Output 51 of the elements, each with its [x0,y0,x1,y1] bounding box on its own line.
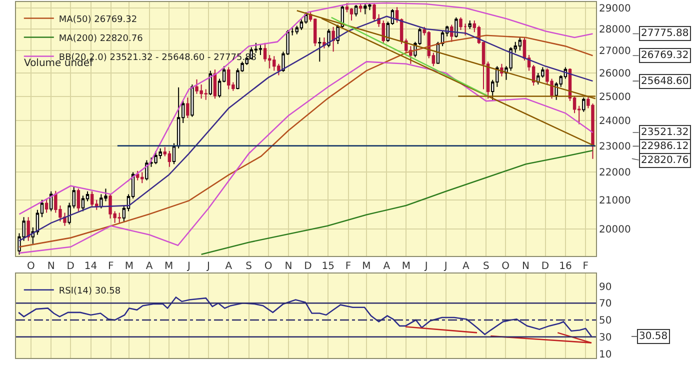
x-tick-label: F [108,261,114,272]
annotation: 26769.32 [641,50,689,61]
legend-label: MA(50) 26769.32 [58,14,138,25]
x-tick-label: O [502,261,510,272]
x-tick-label: D [304,261,312,272]
y-tick-label: 25000 [599,92,631,103]
annotation: 27775.88 [641,28,689,39]
legend-label: RSI(14) 30.58 [58,286,121,296]
annotation: 23521.32 [641,127,689,138]
x-tick-label: J [206,261,210,272]
x-tick-label: A [146,261,153,272]
y-tick-label: 26000 [599,68,631,80]
x-tick-label: A [225,261,232,272]
legend-label: MA(200) 22820.76 [58,34,144,44]
x-tick-label: J [424,261,428,272]
x-tick-label: 15 [322,261,334,272]
annotation: 22820.76 [641,155,689,166]
x-tick-label: S [246,261,252,272]
y-tick-label: 10 [599,349,612,360]
y-tick-label: 22000 [599,168,631,179]
y-tick-label: 21000 [599,195,631,206]
x-tick-label: 14 [84,261,98,272]
x-tick-label: M [164,261,174,272]
x-tick-label: J [443,261,448,272]
x-tick-label: S [482,261,490,272]
x-tick-label: J [186,261,190,272]
x-tick-label: M [362,261,371,272]
x-tick-label: N [284,261,292,272]
annotation: 25648.60 [641,76,689,87]
x-tick-label: D [66,261,75,272]
x-tick-label: A [462,261,470,272]
y-tick-label: 70 [599,298,612,310]
y-tick-label: 20000 [599,224,631,236]
y-tick-label: 29000 [599,4,631,15]
x-tick-label: 16 [559,261,572,272]
annotation: 22986.12 [641,141,689,152]
y-tick-label: 30 [599,332,612,344]
x-tick-label: M [402,261,410,272]
x-tick-label: M [124,261,134,272]
x-tick-label: F [582,261,589,272]
y-tick-label: 90 [599,282,612,293]
x-tick-label: O [264,261,272,272]
y-tick-label: 24000 [599,116,631,128]
x-tick-label: D [541,261,550,272]
x-tick-label: N [47,261,55,272]
y-tick-label: 50 [599,316,612,327]
x-tick-label: A [383,261,390,272]
x-tick-label: N [522,261,530,272]
x-tick-label: O [27,261,36,272]
x-tick-label: F [345,261,352,272]
annotation: 30.58 [639,331,668,342]
